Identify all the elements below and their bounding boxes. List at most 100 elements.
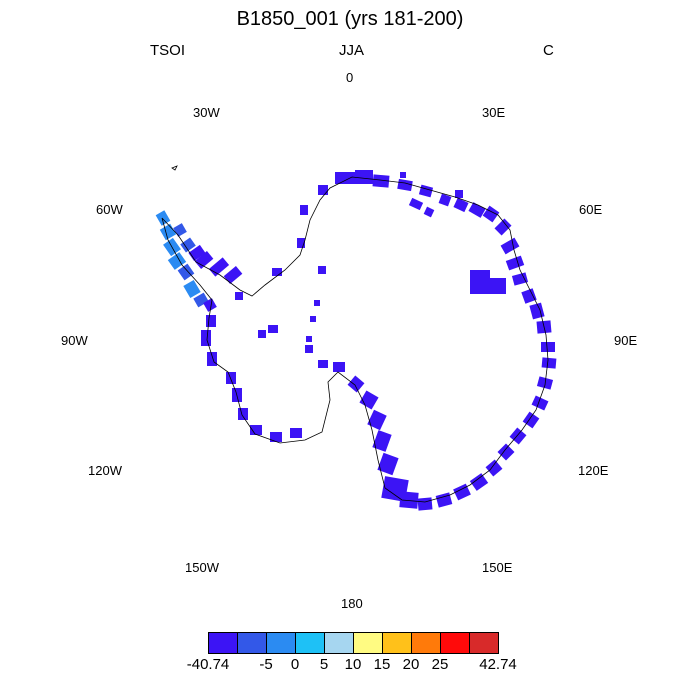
grid-cell [306,336,312,342]
grid-cell [418,184,434,198]
grid-cell [193,292,209,308]
grid-cell [529,302,545,320]
lon-label-30w: 30W [193,105,220,120]
grid-cell [310,316,316,322]
lon-label-30e: 30E [482,105,506,120]
grid-cell [314,300,320,306]
grid-cell [238,408,248,420]
lon-label-0: 0 [346,70,354,85]
grid-cell [541,342,555,352]
grid-cell [318,185,328,195]
grid-cell [167,252,187,270]
grid-cell [300,205,308,215]
colorbar-box [208,632,238,654]
grid-cell [531,395,549,411]
grid-cell [347,375,365,393]
colorbar-box [324,632,354,654]
grid-cell [180,237,196,253]
colorbar-box [382,632,412,654]
grid-cell [377,452,399,476]
grid-cell [177,263,195,281]
grid-cell [469,473,489,491]
grid-cell [494,218,512,236]
grid-cell [468,202,486,218]
colorbar-label: -5 [259,656,273,673]
grid-cell [400,172,406,178]
colorbar-label: 15 [373,656,391,673]
grid-cell [268,325,278,333]
grid-cell [270,432,282,442]
lon-label-90e: 90E [614,333,638,348]
grid-cell [522,411,540,429]
lon-label-180: 180 [341,596,363,611]
lon-label-120e: 120E [578,463,609,478]
grid-cell [235,292,243,300]
colorbar-box [266,632,296,654]
grid-cell [490,278,506,294]
grid-cell [500,237,520,255]
grid-cell [453,483,471,501]
lon-label-120w: 120W [88,463,122,478]
grid-cell [208,257,230,277]
grid-cell [203,298,217,312]
grid-cell [155,210,171,226]
colorbar-box [440,632,470,654]
grid-cell [335,172,355,184]
grid-cell [355,170,373,184]
grid-cell [318,360,328,368]
grid-cell [207,352,217,366]
grid-cell [318,266,326,274]
coastline [161,176,549,503]
grid-cell [485,459,503,477]
grid-cell [455,190,463,198]
grid-cell [372,174,390,188]
grid-cell [173,223,187,237]
grid-cell [272,268,282,276]
island-outline [171,165,178,171]
grid-cell [297,238,305,248]
grid-cell [333,362,345,372]
grid-cell [206,315,216,327]
grid-cell [372,430,392,452]
grid-cell [305,345,313,353]
grid-cell [505,255,525,271]
grid-cell [226,372,236,384]
map-title: B1850_001 (yrs 181-200) [236,8,464,30]
colorbar-box [237,632,267,654]
season-label: JJA [339,42,365,59]
grid-cell [201,330,211,346]
grid-cell [290,428,302,438]
grid-cell [159,223,177,241]
units-label: C [543,42,554,59]
grid-cell [258,330,266,338]
lon-label-60w: 60W [96,202,123,217]
coastal-soil-temperature-cells [155,170,557,511]
colorbar-label: -40.74 [186,656,230,673]
grid-cell [223,266,243,284]
colorbar-label: 10 [344,656,362,673]
grid-cell [417,497,433,511]
colorbar-label: 20 [402,656,420,673]
grid-cell [367,409,387,431]
colorbar-box [469,632,499,654]
colorbar-label: 0 [290,656,300,673]
grid-cell [521,288,537,304]
grid-cell [381,476,409,502]
lon-label-60e: 60E [579,202,603,217]
grid-cell [408,197,424,211]
lon-label-150e: 150E [482,560,513,575]
colorbar-label: 5 [319,656,329,673]
grid-cell [497,443,515,461]
grid-cell [511,272,529,286]
colorbar-box [411,632,441,654]
grid-cell [453,197,469,213]
colorbar-label: 42.74 [479,656,517,673]
grid-cell [397,178,413,192]
grid-cell [470,270,490,294]
grid-cell [423,206,435,218]
variable-label: TSOI [150,42,186,59]
grid-cell [250,425,262,435]
lon-label-90w: 90W [61,333,88,348]
colorbar-label: 25 [431,656,449,673]
